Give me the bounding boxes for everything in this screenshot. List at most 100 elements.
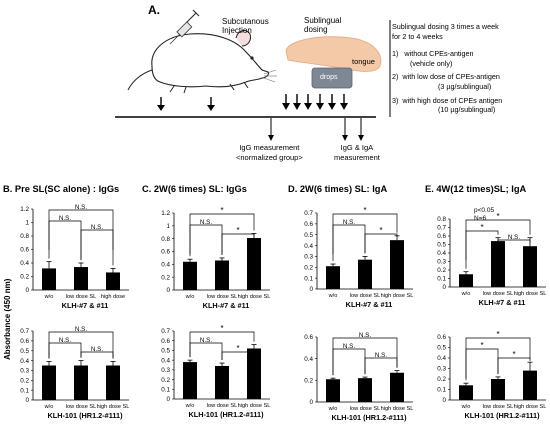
bar <box>74 365 88 400</box>
chart-e-top: 00.1 0.20.3 0.40.5 0.60.7 0.8 w/o low dose SL h… <box>437 212 546 307</box>
dosing-group-3: 3) with high dose of CPEs antigen (10 µg… <box>392 95 503 115</box>
strain-label: KLH-101 (HR1.2-#111) <box>47 411 123 420</box>
strain-label: KLH-101 (HR1.2-#111) <box>188 410 264 419</box>
bar <box>247 238 261 290</box>
significance-bracket <box>189 342 223 361</box>
y-tick-label: 0.6 <box>437 233 446 240</box>
y-tick-label: 0.4 <box>20 358 29 365</box>
category-label: w/o <box>328 406 338 412</box>
strain-label: KLH-#7 & #11 <box>203 301 250 310</box>
dosing-header: Sublingual dosing 3 times a week for 2 to… <box>392 22 499 41</box>
significance-label: N.S. <box>343 343 355 350</box>
category-label: low dose SL <box>207 294 237 300</box>
significance-bracket <box>221 233 255 255</box>
dosing-groups-box: Sublingual dosing 3 times a week for 2 to… <box>392 22 548 119</box>
bar <box>215 260 229 290</box>
y-tick-label: 0.1 <box>20 387 29 394</box>
bar <box>326 266 340 289</box>
y-tick-label: 0.5 <box>304 232 313 239</box>
significance-bracket <box>465 230 499 269</box>
y-tick-label: 0.5 <box>161 348 170 355</box>
category-label: w/o <box>461 291 471 297</box>
drops-box <box>311 67 353 89</box>
significance-label: N.S. <box>359 332 371 339</box>
strain-label: KLH-#7 & #11 <box>346 300 393 309</box>
bar <box>106 365 120 400</box>
significance-label: * <box>512 350 515 359</box>
bar <box>523 246 537 287</box>
y-tick-label: 0.3 <box>161 367 170 374</box>
significance-label: * <box>379 226 382 235</box>
significance-bracket <box>189 224 223 257</box>
chart-d-bot: 0 0.2 0.4 0.6 w/o low dose SL high dose SLKLH-… <box>304 332 413 422</box>
y-tick-label: 0.6 <box>304 334 313 341</box>
significance-bracket <box>465 348 499 381</box>
y-tick-label: 0.2 <box>20 274 29 281</box>
y-tick-label: 0.6 <box>304 221 313 228</box>
y-tick-label: 0.8 <box>437 216 446 223</box>
chart-e-bot: 0 0.1 0.2 0.3 0.4 0.5 0.6 w/o low dose SL high do… <box>437 330 546 420</box>
significance-label: N.S. <box>508 234 520 241</box>
significance-bracket <box>80 229 114 266</box>
significance-bracket <box>332 224 366 262</box>
category-label: high dose <box>101 294 125 300</box>
bar <box>106 272 120 290</box>
y-tick-label: 0.5 <box>437 345 446 352</box>
y-tick-label: 0.4 <box>304 356 313 363</box>
significance-bracket <box>497 357 531 374</box>
significance-label: N.S. <box>91 224 103 231</box>
significance-bracket <box>332 348 366 376</box>
category-label: low dose SL <box>350 293 380 299</box>
significance-label: * <box>496 330 499 339</box>
strain-label: KLH-#7 & #11 <box>479 298 526 307</box>
y-tick-label: 0.2 <box>437 267 446 274</box>
y-tick-label: 0.7 <box>161 328 170 335</box>
y-tick-label: 0.2 <box>161 377 170 384</box>
significance-bracket <box>221 351 255 361</box>
significance-label: * <box>236 226 239 235</box>
bar <box>390 372 404 402</box>
bar <box>74 267 88 290</box>
panel-a-label: A. <box>148 3 160 17</box>
category-label: high dose SL <box>514 291 547 297</box>
category-label: low dose SL <box>483 404 513 410</box>
significance-label: * <box>236 344 239 353</box>
y-tick-label: 0.6 <box>161 249 170 256</box>
y-tick-label: 0 <box>25 397 29 404</box>
y-tick-label: 0.2 <box>304 264 313 271</box>
category-label: w/o <box>328 293 338 299</box>
y-tick-label: 0.8 <box>161 236 170 243</box>
significance-label: N.S. <box>91 346 103 353</box>
bar <box>358 378 372 402</box>
significance-label: N.S. <box>375 352 387 359</box>
chart-c-top: 0 0.2 0.4 0.6 0.8 1 1.2 w/o low dose SL high dose… <box>161 206 270 310</box>
chart-c-bot: 0 0.1 0.2 0.3 0.4 0.5 0.6 0.7 w/o low dose SL high… <box>161 324 270 419</box>
bar <box>42 268 56 290</box>
panel-b-title: B. Pre SL(SC alone) : IgGs <box>3 184 120 194</box>
chart-b-top: 0 0.2 0.4 0.6 0.8 1 1.2 w/o low dose SL high dose… <box>20 204 129 310</box>
tongue-label: tongue <box>352 57 375 66</box>
y-tick-label: 0.4 <box>437 355 446 362</box>
bar <box>491 241 505 287</box>
bar <box>247 348 261 399</box>
significance-label: N.S. <box>200 219 212 226</box>
bar <box>491 379 505 400</box>
y-tick-label: 1 <box>166 223 170 230</box>
significance-bracket <box>364 357 398 375</box>
y-tick-label: 1.2 <box>20 206 29 213</box>
sublingual-label: Sublingual dosing <box>304 16 342 34</box>
y-tick-label: 0.6 <box>20 338 29 345</box>
significance-bracket <box>48 342 82 359</box>
panel-c-title: C. 2W(6 times) SL: IgGs <box>142 184 247 194</box>
chart-d-top: 0 0.1 0.2 0.3 0.4 0.5 0.6 0.7 w/o low dose SL high… <box>304 206 413 309</box>
y-tick-label: 0.1 <box>437 387 446 394</box>
y-tick-label: 0 <box>166 287 170 294</box>
timeline-arrows <box>157 94 364 141</box>
category-label: w/o <box>44 294 54 300</box>
y-tick-label: 1.2 <box>161 210 170 217</box>
y-tick-label: 0.8 <box>20 233 29 240</box>
strain-label: KLH-#7 & #11 <box>62 301 109 310</box>
category-label: high dose SL <box>514 404 547 410</box>
category-label: w/o <box>185 294 195 300</box>
